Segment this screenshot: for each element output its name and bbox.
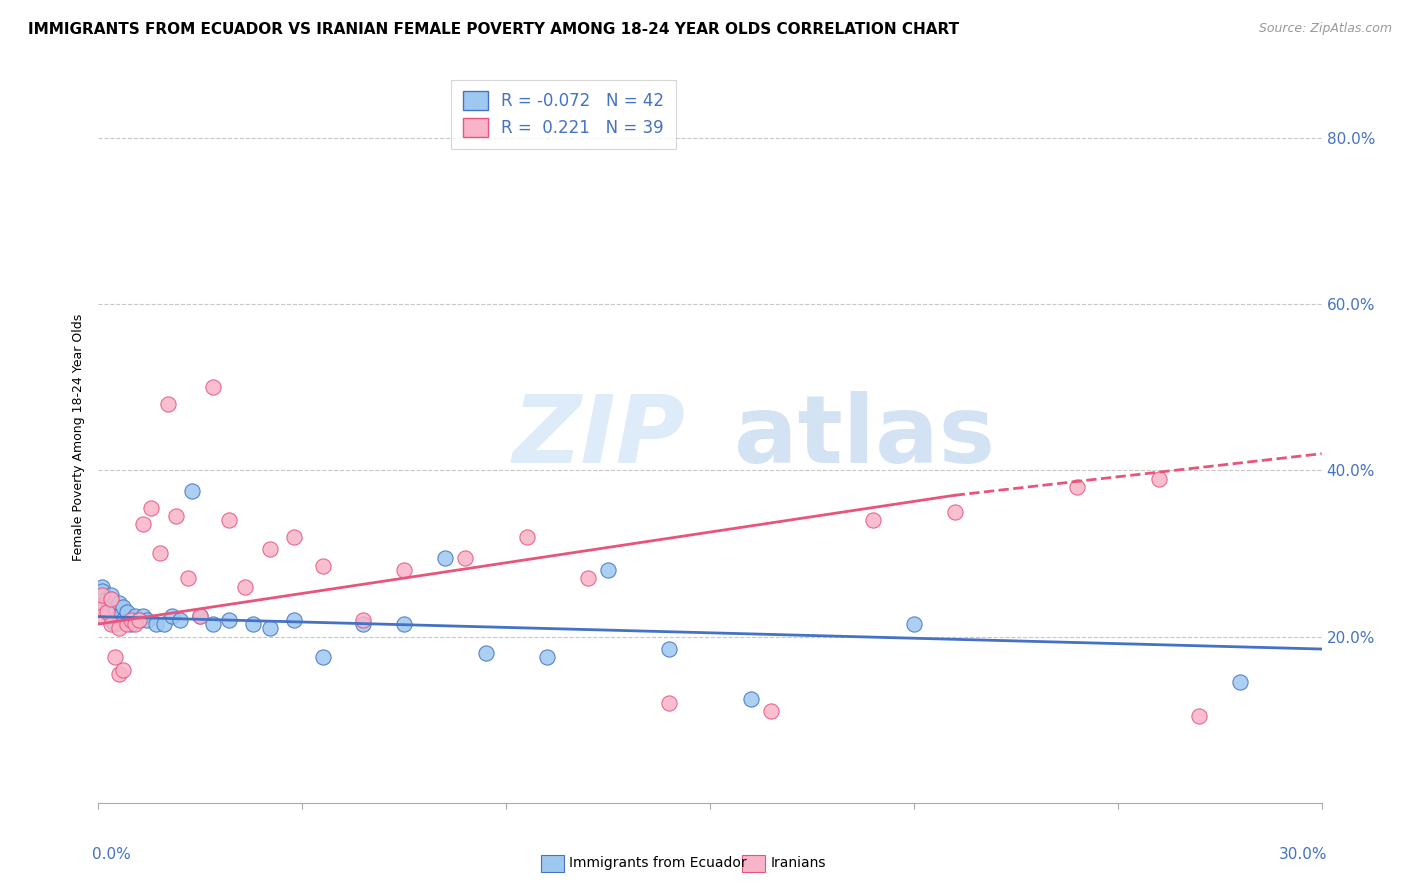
Point: [242, 617, 264, 632]
Point: [87, 600, 110, 615]
Point: [516, 530, 538, 544]
Text: atlas: atlas: [734, 391, 995, 483]
Point: [392, 617, 416, 632]
Point: [201, 380, 224, 394]
Point: [259, 621, 281, 635]
Point: [188, 608, 212, 623]
Point: [104, 617, 127, 632]
Point: [100, 613, 122, 627]
Point: [474, 646, 498, 660]
Point: [312, 558, 335, 573]
Point: [165, 509, 187, 524]
Point: [218, 513, 240, 527]
Point: [862, 513, 884, 527]
Point: [1188, 708, 1211, 723]
Point: [132, 517, 155, 532]
Y-axis label: Female Poverty Among 18-24 Year Olds: Female Poverty Among 18-24 Year Olds: [72, 313, 86, 561]
Point: [87, 600, 110, 615]
Point: [201, 617, 224, 632]
Point: [1066, 480, 1088, 494]
Point: [100, 617, 122, 632]
Point: [740, 692, 762, 706]
Point: [658, 696, 681, 710]
Point: [111, 663, 134, 677]
Point: [188, 608, 212, 623]
Point: [100, 588, 122, 602]
Point: [128, 613, 150, 627]
Point: [283, 613, 305, 627]
Point: [312, 650, 335, 665]
Point: [903, 617, 925, 632]
Point: [108, 608, 131, 623]
Point: [434, 550, 457, 565]
Text: 0.0%: 0.0%: [93, 847, 131, 862]
Point: [91, 588, 114, 602]
Point: [156, 397, 179, 411]
Point: [120, 617, 142, 632]
Point: [536, 650, 558, 665]
Point: [352, 613, 374, 627]
Text: Iranians: Iranians: [770, 856, 825, 871]
Point: [943, 505, 966, 519]
Point: [259, 542, 281, 557]
Point: [132, 608, 155, 623]
Point: [115, 605, 138, 619]
Text: Source: ZipAtlas.com: Source: ZipAtlas.com: [1258, 22, 1392, 36]
Point: [115, 617, 138, 632]
Point: [149, 546, 172, 560]
Point: [104, 650, 127, 665]
Point: [136, 613, 159, 627]
Point: [104, 605, 127, 619]
Point: [145, 617, 167, 632]
Point: [100, 592, 122, 607]
Point: [91, 580, 114, 594]
Point: [218, 613, 240, 627]
Point: [233, 580, 256, 594]
Point: [128, 613, 150, 627]
Point: [181, 484, 204, 499]
Point: [111, 613, 134, 627]
Point: [598, 563, 620, 577]
Point: [160, 608, 183, 623]
Point: [91, 583, 114, 598]
Text: ZIP: ZIP: [513, 391, 686, 483]
Point: [108, 667, 131, 681]
Point: [1147, 472, 1170, 486]
Point: [177, 571, 200, 585]
Point: [120, 613, 142, 627]
Point: [392, 563, 416, 577]
Point: [283, 530, 305, 544]
Point: [761, 705, 783, 719]
Text: IMMIGRANTS FROM ECUADOR VS IRANIAN FEMALE POVERTY AMONG 18-24 YEAR OLDS CORRELAT: IMMIGRANTS FROM ECUADOR VS IRANIAN FEMAL…: [28, 22, 959, 37]
Point: [91, 608, 114, 623]
Point: [124, 608, 146, 623]
Point: [96, 592, 118, 607]
Point: [96, 605, 118, 619]
Point: [100, 592, 122, 607]
Point: [1229, 675, 1251, 690]
Point: [352, 617, 374, 632]
Point: [108, 596, 131, 610]
Point: [96, 605, 118, 619]
Point: [108, 621, 131, 635]
Point: [111, 600, 134, 615]
Text: Immigrants from Ecuador: Immigrants from Ecuador: [569, 856, 747, 871]
Point: [658, 642, 681, 657]
Point: [454, 550, 477, 565]
Point: [152, 617, 174, 632]
Legend: R = -0.072   N = 42, R =  0.221   N = 39: R = -0.072 N = 42, R = 0.221 N = 39: [451, 79, 675, 149]
Point: [169, 613, 191, 627]
Point: [124, 617, 146, 632]
Point: [141, 500, 163, 515]
Text: 30.0%: 30.0%: [1279, 847, 1327, 862]
Point: [576, 571, 599, 585]
